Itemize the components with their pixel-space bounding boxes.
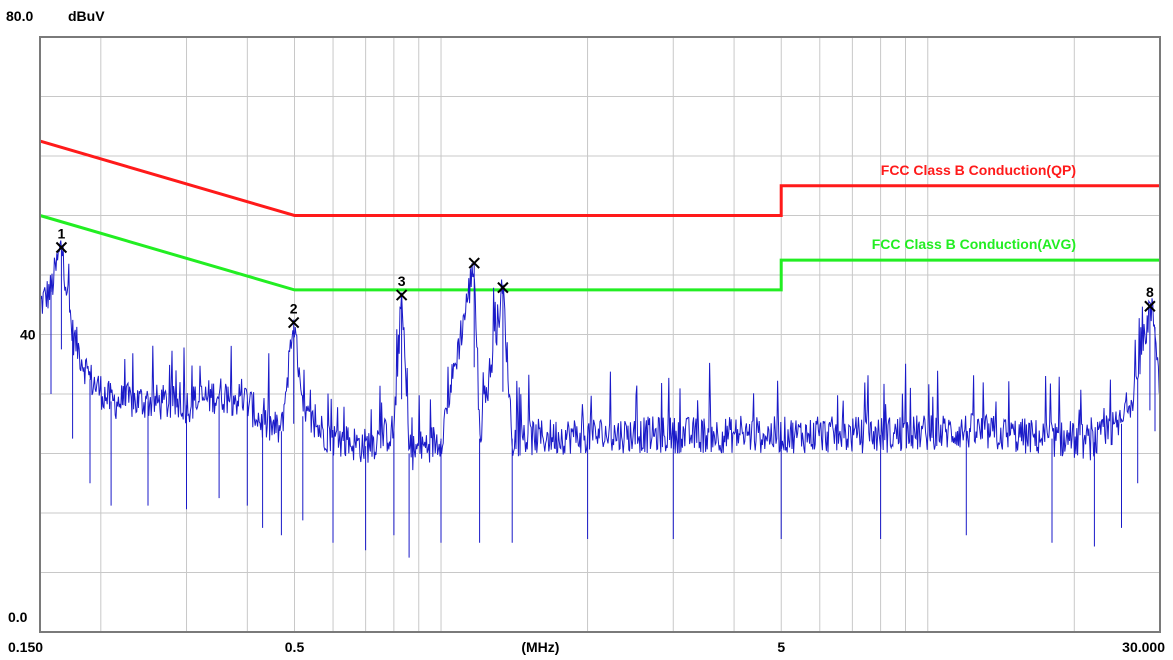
marker-label: 3 — [398, 273, 406, 289]
y-axis-mid-label: 40 — [20, 327, 36, 343]
x-axis-unit-label: (MHz) — [521, 639, 559, 655]
marker-label: 2 — [290, 301, 298, 317]
y-axis-bottom-label: 0.0 — [8, 609, 28, 625]
x-tick-label: 0.5 — [285, 639, 305, 655]
y-axis-unit-label: dBuV — [68, 8, 105, 24]
limit-line-label: FCC Class B Conduction(QP) — [881, 162, 1076, 178]
x-tick-label: 5 — [777, 639, 785, 655]
limit-line-label: FCC Class B Conduction(AVG) — [872, 236, 1076, 252]
marker-label: 1 — [58, 225, 66, 241]
x-tick-label: 0.150 — [8, 639, 43, 655]
y-axis-top-label: 80.0 — [6, 8, 33, 24]
marker-label: 8 — [1146, 284, 1154, 300]
x-tick-label: 30.000 — [1122, 639, 1165, 655]
